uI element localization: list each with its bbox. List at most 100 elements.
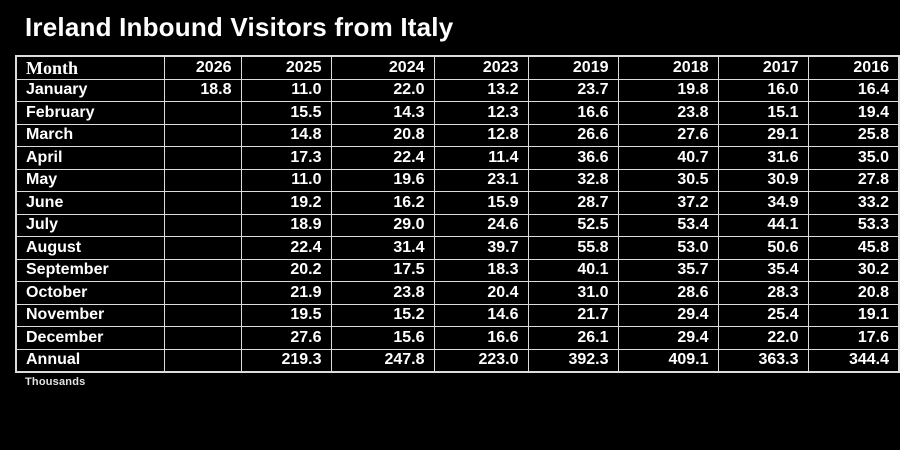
value-cell: 33.2 <box>807 191 900 215</box>
value-cell <box>163 236 242 260</box>
value-cell: 27.6 <box>240 326 332 350</box>
row-label-cell: August <box>15 236 165 260</box>
value-cell: 31.0 <box>527 281 619 305</box>
value-cell: 44.1 <box>717 213 809 237</box>
value-cell: 32.8 <box>527 168 619 192</box>
value-cell <box>163 146 242 170</box>
row-label-cell: June <box>15 191 165 215</box>
row-label-cell: May <box>15 168 165 192</box>
value-cell: 25.4 <box>717 303 809 327</box>
value-cell: 22.0 <box>330 78 435 102</box>
value-cell: 52.5 <box>527 213 619 237</box>
table-row: January 18.8 11.0 22.0 13.2 23.7 19.8 16.0 16.4 <box>15 78 900 102</box>
visitors-table: Month 2026 2025 2024 2023 2019 2018 2017 2016 Ja… <box>15 55 900 373</box>
value-cell: 16.6 <box>433 326 529 350</box>
column-header-year: 2023 <box>433 55 529 80</box>
value-cell: 27.6 <box>617 123 719 147</box>
value-cell: 28.7 <box>527 191 619 215</box>
value-cell: 36.6 <box>527 146 619 170</box>
value-cell: 18.3 <box>433 258 529 282</box>
value-cell: 17.6 <box>807 326 900 350</box>
value-cell: 363.3 <box>717 348 809 373</box>
value-cell: 53.3 <box>807 213 900 237</box>
value-cell: 22.0 <box>717 326 809 350</box>
row-label-cell: July <box>15 213 165 237</box>
table-header: Month 2026 2025 2024 2023 2019 2018 2017 2016 <box>15 55 900 80</box>
value-cell: 11.4 <box>433 146 529 170</box>
value-cell: 19.8 <box>617 78 719 102</box>
value-cell: 11.0 <box>240 168 332 192</box>
column-header-month: Month <box>15 55 165 80</box>
column-header-year: 2026 <box>163 55 242 80</box>
value-cell: 31.6 <box>717 146 809 170</box>
table-row: September 20.2 17.5 18.3 40.1 35.7 35.4 30.2 <box>15 258 900 282</box>
value-cell: 16.6 <box>527 101 619 125</box>
column-header-year: 2017 <box>717 55 809 80</box>
value-cell: 40.7 <box>617 146 719 170</box>
value-cell: 29.4 <box>617 303 719 327</box>
value-cell: 50.6 <box>717 236 809 260</box>
value-cell: 28.6 <box>617 281 719 305</box>
value-cell: 19.4 <box>807 101 900 125</box>
value-cell: 22.4 <box>240 236 332 260</box>
value-cell: 11.0 <box>240 78 332 102</box>
value-cell: 219.3 <box>240 348 332 373</box>
value-cell: 35.7 <box>617 258 719 282</box>
value-cell: 12.3 <box>433 101 529 125</box>
row-label-cell: December <box>15 326 165 350</box>
table-row: March 14.8 20.8 12.8 26.6 27.6 29.1 25.8 <box>15 123 900 147</box>
value-cell: 39.7 <box>433 236 529 260</box>
value-cell: 16.0 <box>717 78 809 102</box>
value-cell <box>163 168 242 192</box>
value-cell: 23.8 <box>330 281 435 305</box>
value-cell <box>163 303 242 327</box>
value-cell: 29.4 <box>617 326 719 350</box>
value-cell: 45.8 <box>807 236 900 260</box>
table-row: July 18.9 29.0 24.6 52.5 53.4 44.1 53.3 <box>15 213 900 237</box>
value-cell: 23.8 <box>617 101 719 125</box>
column-header-year: 2019 <box>527 55 619 80</box>
row-label-cell: March <box>15 123 165 147</box>
value-cell: 409.1 <box>617 348 719 373</box>
value-cell: 19.6 <box>330 168 435 192</box>
value-cell: 15.9 <box>433 191 529 215</box>
value-cell: 14.8 <box>240 123 332 147</box>
value-cell: 19.5 <box>240 303 332 327</box>
value-cell <box>163 281 242 305</box>
value-cell: 34.9 <box>717 191 809 215</box>
value-cell <box>163 258 242 282</box>
value-cell: 17.3 <box>240 146 332 170</box>
value-cell: 20.8 <box>807 281 900 305</box>
value-cell: 16.2 <box>330 191 435 215</box>
value-cell: 28.3 <box>717 281 809 305</box>
row-label-cell: October <box>15 281 165 305</box>
table-row: August 22.4 31.4 39.7 55.8 53.0 50.6 45.8 <box>15 236 900 260</box>
value-cell: 35.0 <box>807 146 900 170</box>
value-cell: 30.5 <box>617 168 719 192</box>
row-label-cell: February <box>15 101 165 125</box>
value-cell: 53.4 <box>617 213 719 237</box>
value-cell: 55.8 <box>527 236 619 260</box>
value-cell: 37.2 <box>617 191 719 215</box>
value-cell: 247.8 <box>330 348 435 373</box>
row-label-cell: September <box>15 258 165 282</box>
value-cell: 12.8 <box>433 123 529 147</box>
page-title: Ireland Inbound Visitors from Italy <box>25 12 454 42</box>
value-cell: 13.2 <box>433 78 529 102</box>
column-header-year: 2024 <box>330 55 435 80</box>
value-cell: 14.6 <box>433 303 529 327</box>
value-cell: 14.3 <box>330 101 435 125</box>
row-label-cell: November <box>15 303 165 327</box>
value-cell <box>163 123 242 147</box>
value-cell: 19.2 <box>240 191 332 215</box>
value-cell <box>163 213 242 237</box>
value-cell: 30.2 <box>807 258 900 282</box>
value-cell: 26.1 <box>527 326 619 350</box>
value-cell: 16.4 <box>807 78 900 102</box>
value-cell: 223.0 <box>433 348 529 373</box>
row-label-cell: January <box>15 78 165 102</box>
value-cell: 15.6 <box>330 326 435 350</box>
value-cell: 29.1 <box>717 123 809 147</box>
value-cell: 20.4 <box>433 281 529 305</box>
value-cell: 25.8 <box>807 123 900 147</box>
